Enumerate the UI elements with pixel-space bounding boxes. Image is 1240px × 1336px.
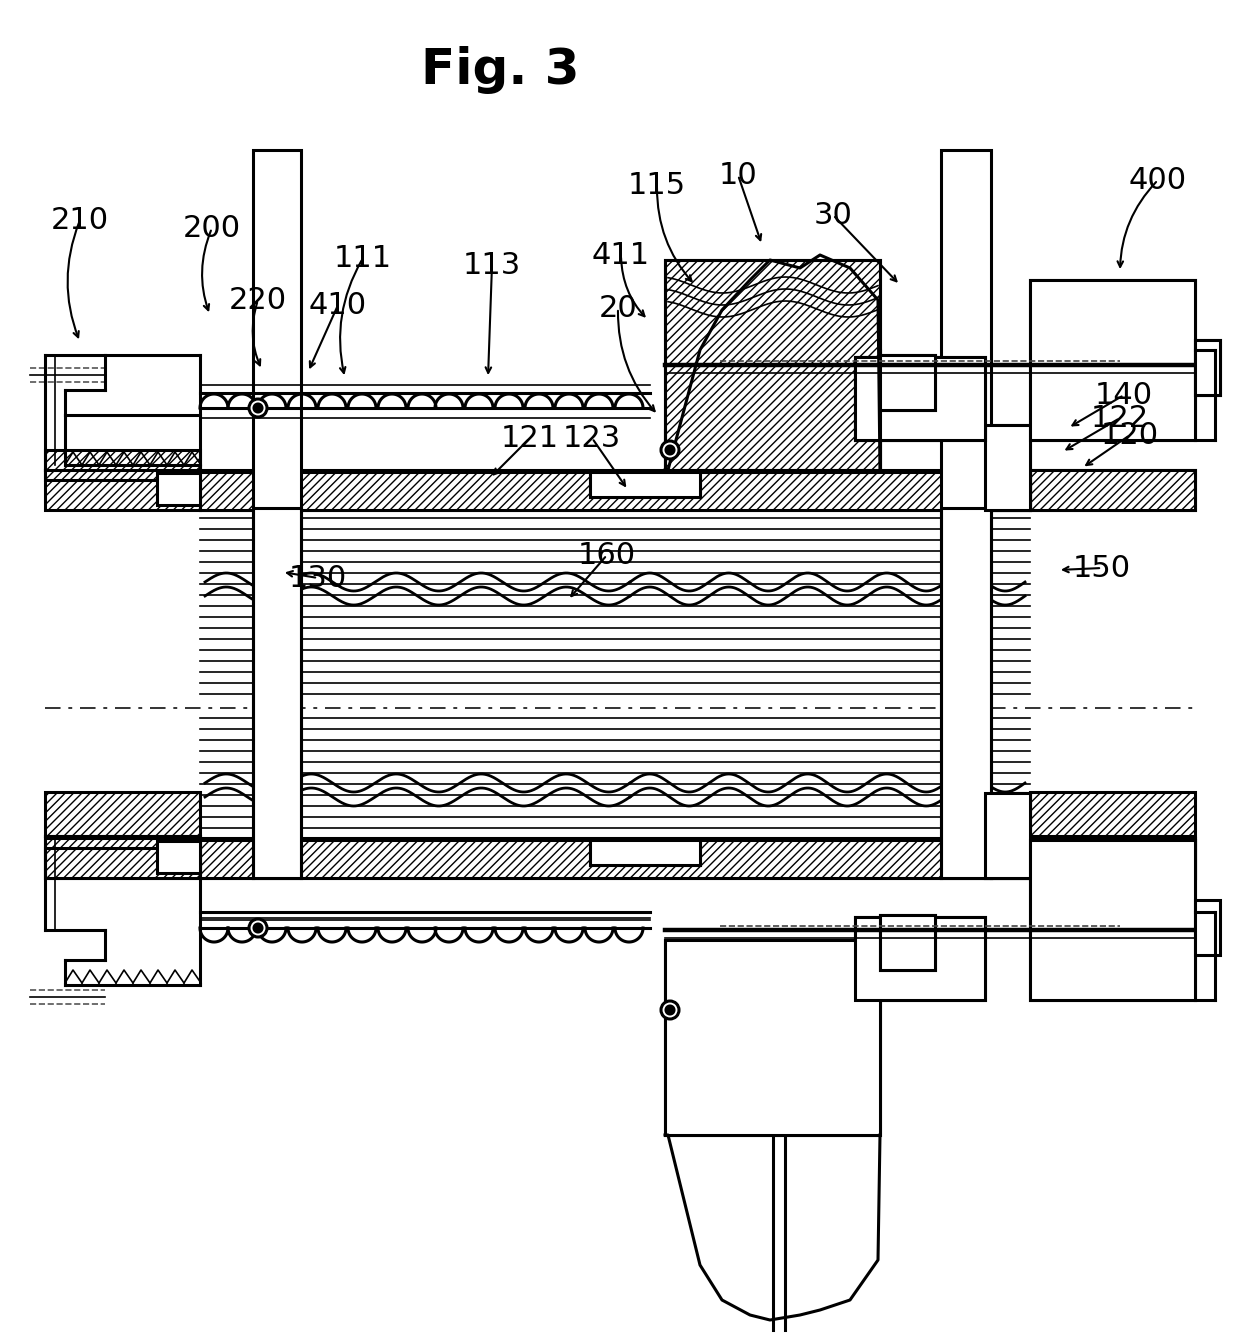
Bar xyxy=(941,150,991,510)
Text: 121: 121 xyxy=(501,424,559,453)
Bar xyxy=(665,261,880,470)
Text: Fig. 3: Fig. 3 xyxy=(420,45,579,94)
Bar xyxy=(200,840,1030,878)
Bar xyxy=(880,915,935,970)
Circle shape xyxy=(249,399,267,417)
Bar xyxy=(985,794,1030,878)
Bar xyxy=(590,472,701,497)
Bar xyxy=(1030,840,1195,1001)
Text: 20: 20 xyxy=(599,294,637,322)
Text: 140: 140 xyxy=(1095,381,1153,410)
Bar xyxy=(45,848,200,878)
Bar xyxy=(1195,339,1220,395)
Text: 160: 160 xyxy=(578,541,636,569)
Bar xyxy=(941,508,991,878)
Bar xyxy=(665,941,880,1136)
Bar xyxy=(590,472,701,497)
Bar xyxy=(1030,792,1195,836)
Bar xyxy=(880,355,935,410)
Bar xyxy=(856,916,985,1001)
Text: 122: 122 xyxy=(1091,403,1149,433)
Bar xyxy=(1030,281,1195,440)
Bar xyxy=(200,472,1030,510)
Bar xyxy=(880,355,935,410)
Circle shape xyxy=(661,1001,680,1019)
Bar xyxy=(985,794,1030,878)
Text: 411: 411 xyxy=(591,240,650,270)
Bar xyxy=(985,425,1030,510)
Bar xyxy=(45,838,1195,878)
Bar xyxy=(253,508,301,878)
Bar xyxy=(665,261,880,470)
Bar xyxy=(45,792,200,836)
Circle shape xyxy=(249,919,267,937)
Bar xyxy=(1030,470,1195,510)
Bar xyxy=(590,840,701,864)
Text: 150: 150 xyxy=(1073,553,1131,582)
Bar xyxy=(1195,900,1220,955)
Bar xyxy=(985,425,1030,510)
Bar xyxy=(253,150,301,510)
Bar xyxy=(856,357,985,440)
Bar xyxy=(45,470,1195,510)
Circle shape xyxy=(661,441,680,460)
Bar xyxy=(1030,281,1195,440)
Text: 130: 130 xyxy=(289,564,347,592)
Text: 123: 123 xyxy=(563,424,621,453)
Text: 30: 30 xyxy=(813,200,852,230)
Bar xyxy=(157,473,200,505)
Bar xyxy=(856,357,985,440)
Circle shape xyxy=(254,403,262,411)
Text: 113: 113 xyxy=(463,251,521,279)
Bar xyxy=(157,840,200,872)
Bar xyxy=(590,840,701,864)
Bar xyxy=(856,357,985,440)
Bar xyxy=(880,915,935,970)
Text: 120: 120 xyxy=(1101,421,1159,449)
Bar xyxy=(1195,339,1220,395)
Text: 200: 200 xyxy=(184,214,241,243)
Bar xyxy=(45,450,200,480)
Text: 220: 220 xyxy=(229,286,288,314)
Bar xyxy=(1030,840,1195,1001)
Circle shape xyxy=(254,925,262,933)
Text: 410: 410 xyxy=(309,290,367,319)
Circle shape xyxy=(666,446,675,454)
Circle shape xyxy=(666,1006,675,1014)
Text: 111: 111 xyxy=(334,243,392,273)
Text: 115: 115 xyxy=(627,171,686,199)
Bar xyxy=(1030,838,1195,878)
Text: 10: 10 xyxy=(719,160,758,190)
Bar xyxy=(665,941,880,1136)
Text: 400: 400 xyxy=(1128,166,1187,195)
Text: 210: 210 xyxy=(51,206,109,235)
Bar xyxy=(856,916,985,1001)
